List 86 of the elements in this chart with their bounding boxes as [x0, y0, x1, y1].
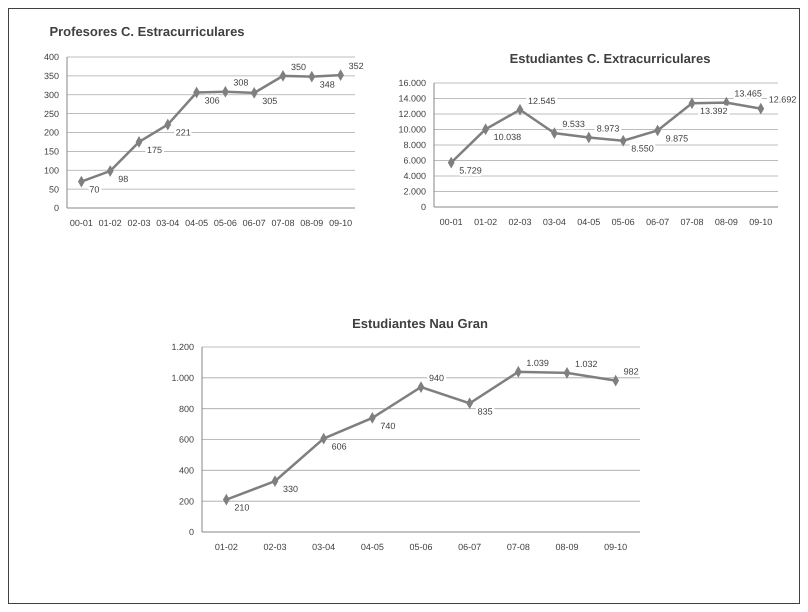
- x-tick-label: 01-02: [474, 217, 498, 227]
- y-tick-label: 0: [420, 202, 426, 212]
- x-tick-label: 09-10: [604, 542, 628, 552]
- x-tick-label: 00-01: [70, 218, 93, 228]
- data-label: 13.465: [734, 88, 762, 99]
- data-label: 305: [262, 96, 278, 106]
- y-tick-label: 14.000: [398, 94, 426, 104]
- chart-title: Profesores C. Estracurriculares: [49, 24, 245, 39]
- data-label: 70: [89, 184, 100, 195]
- x-tick-label: 03-04: [542, 217, 566, 227]
- x-tick-label: 08-09: [714, 217, 738, 227]
- x-tick-label: 05-06: [612, 217, 635, 227]
- y-tick-label: 600: [178, 434, 194, 445]
- y-tick-label: 800: [178, 404, 194, 414]
- y-tick-label: 2.000: [403, 186, 426, 197]
- y-tick-label: 10.000: [398, 124, 426, 135]
- data-label: 175: [147, 144, 162, 155]
- y-tick-label: 16.000: [398, 78, 426, 88]
- x-tick-label: 06-07: [646, 217, 670, 227]
- x-tick-label: 07-08: [271, 218, 295, 228]
- x-tick-label: 02-03: [508, 217, 532, 227]
- y-tick-label: 250: [44, 108, 59, 119]
- x-tick-label: 00-01: [440, 217, 463, 227]
- x-tick-label: 07-08: [680, 217, 704, 227]
- x-tick-label: 05-06: [214, 218, 237, 228]
- x-tick-label: 04-05: [360, 542, 384, 552]
- x-tick-label: 09-10: [329, 218, 352, 228]
- data-label: 352: [348, 61, 364, 72]
- data-label: 12.545: [528, 96, 556, 106]
- data-label: 940: [429, 373, 444, 384]
- data-label: 308: [233, 78, 248, 88]
- x-tick-label: 04-05: [577, 217, 600, 227]
- x-tick-label: 05-06: [409, 542, 433, 552]
- y-tick-label: 1.000: [171, 372, 194, 383]
- chart-title: Estudiantes Nau Gran: [352, 316, 488, 331]
- data-label: 740: [380, 420, 396, 431]
- x-tick-label: 02-03: [127, 218, 151, 228]
- data-label: 330: [283, 484, 298, 494]
- y-tick-label: 200: [178, 496, 194, 506]
- data-label: 8.973: [596, 123, 620, 134]
- data-label: 9.875: [666, 133, 688, 144]
- data-label: 12.692: [768, 94, 796, 105]
- y-tick-label: 4.000: [403, 171, 426, 182]
- x-tick-label: 06-07: [242, 218, 266, 228]
- data-label: 13.392: [700, 106, 728, 116]
- x-tick-label: 08-09: [555, 542, 579, 552]
- y-tick-label: 50: [48, 184, 59, 194]
- x-tick-label: 03-04: [156, 218, 180, 228]
- data-label: 210: [234, 502, 250, 513]
- y-tick-label: 350: [44, 71, 59, 82]
- y-tick-label: 6.000: [403, 156, 426, 166]
- y-tick-label: 400: [178, 465, 194, 476]
- data-label: 835: [478, 406, 493, 416]
- x-tick-label: 08-09: [300, 218, 324, 228]
- y-tick-label: 400: [44, 52, 59, 62]
- y-tick-label: 150: [44, 146, 59, 157]
- y-tick-label: 1.200: [171, 342, 194, 352]
- data-label: 8.550: [631, 144, 654, 154]
- y-tick-label: 12.000: [398, 109, 426, 120]
- data-label: 10.038: [494, 132, 522, 142]
- data-label: 5.729: [459, 166, 482, 176]
- y-tick-label: 8.000: [403, 140, 426, 150]
- y-tick-label: 0: [54, 203, 59, 214]
- x-tick-label: 06-07: [458, 542, 482, 552]
- data-label: 350: [291, 62, 306, 72]
- data-label: 348: [320, 80, 335, 90]
- data-label: 221: [176, 128, 191, 138]
- x-tick-label: 04-05: [185, 218, 208, 228]
- data-label: 9.533: [562, 119, 585, 130]
- data-label: 1.032: [575, 358, 598, 369]
- x-tick-label: 09-10: [749, 217, 772, 227]
- y-tick-label: 200: [44, 128, 59, 138]
- y-tick-label: 0: [188, 527, 194, 538]
- data-label: 1.039: [526, 358, 549, 368]
- x-tick-label: 01-02: [98, 218, 122, 228]
- data-label: 306: [204, 95, 220, 106]
- x-tick-label: 02-03: [263, 542, 287, 552]
- x-tick-label: 03-04: [312, 542, 336, 552]
- chart-title: Estudiantes C. Extracurriculares: [510, 51, 710, 66]
- data-label: 982: [624, 366, 639, 377]
- data-label: 98: [118, 174, 128, 184]
- data-label: 606: [332, 442, 347, 452]
- y-tick-label: 100: [44, 165, 59, 176]
- x-tick-label: 07-08: [506, 542, 530, 552]
- x-tick-label: 01-02: [214, 542, 238, 552]
- y-tick-label: 300: [44, 90, 59, 100]
